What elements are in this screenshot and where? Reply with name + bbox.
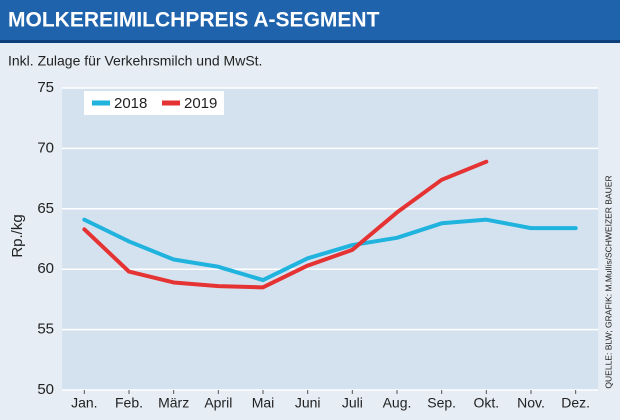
x-tick-label: Juli (342, 395, 363, 411)
x-tick-label: Nov. (517, 395, 545, 411)
x-tick-label: Dez. (561, 395, 590, 411)
y-tick-label: 75 (37, 79, 54, 96)
x-tick-label: Feb. (115, 395, 143, 411)
x-tick-label: Juni (295, 395, 321, 411)
x-tick-label: Sep. (427, 395, 456, 411)
x-tick-label: Aug. (383, 395, 412, 411)
plot-area (62, 88, 598, 390)
y-axis-label: Rp./kg (9, 214, 26, 257)
x-tick-label: Okt. (473, 395, 499, 411)
line-series (82, 217, 578, 283)
y-tick-label: 60 (37, 260, 54, 277)
subtitle: Inkl. Zulage für Verkehrsmilch und MwSt. (8, 53, 262, 69)
y-tick-label: 55 (37, 321, 54, 338)
title-rule (0, 40, 620, 43)
source: QUELLE: BLW; GRAFIK: M.Mullis/SCHWEIZER … (603, 175, 613, 388)
x-tick-label: Mai (252, 395, 275, 411)
x-tick-label: Jan. (71, 395, 97, 411)
y-tick-label: 65 (37, 200, 54, 217)
title-bar (0, 0, 620, 40)
y-tick-label: 70 (37, 139, 54, 156)
legend-label: 2018 (114, 95, 147, 112)
x-tick-label: März (158, 395, 189, 411)
y-tick-label: 50 (37, 381, 54, 398)
line-series (82, 159, 489, 290)
x-tick-label: April (204, 395, 232, 411)
chart-title: MOLKEREIMILCHPREIS A-SEGMENT (8, 9, 380, 32)
legend-label: 2019 (184, 95, 217, 112)
